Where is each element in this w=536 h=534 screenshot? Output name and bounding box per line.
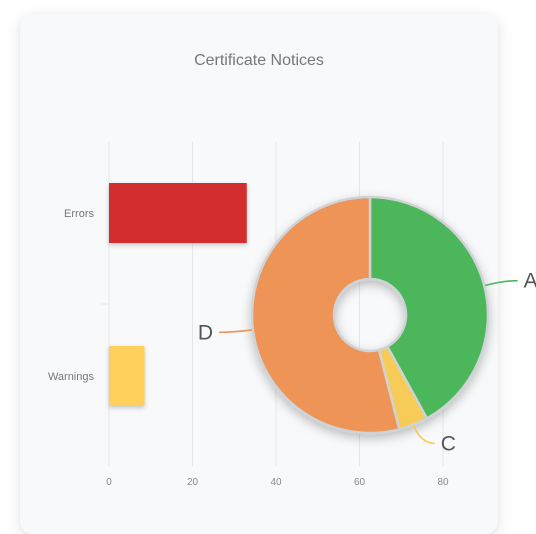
- bar-warnings[interactable]: [109, 346, 145, 406]
- label-layer: 0 20 40 60 80 Errors Warnings A C D: [48, 208, 536, 488]
- bar-series: [109, 183, 247, 406]
- chart-title: Certificate Notices: [194, 52, 324, 69]
- category-label: Errors: [64, 208, 94, 220]
- leader-line: [413, 425, 435, 445]
- slice-a[interactable]: [368, 195, 490, 420]
- bar-errors[interactable]: [109, 183, 247, 243]
- donut-slices: [250, 195, 490, 435]
- category-label: Warnings: [48, 371, 95, 383]
- chart-canvas: 0 20 40 60 80 Errors Warnings A C D: [48, 142, 536, 488]
- x-tick-label: 60: [354, 477, 366, 488]
- leader-line: [485, 279, 518, 287]
- x-tick-label: 80: [437, 477, 449, 488]
- slice-d[interactable]: [250, 195, 401, 435]
- x-tick-label: 20: [187, 477, 199, 488]
- leader-line: [219, 329, 253, 334]
- x-tick-label: 0: [106, 477, 112, 488]
- x-tick-label: 40: [270, 477, 282, 488]
- slice-label-a: A: [524, 270, 536, 293]
- slice-label-d: D: [198, 321, 213, 344]
- slice-label-c: C: [441, 432, 456, 455]
- donut-chart: [250, 195, 490, 435]
